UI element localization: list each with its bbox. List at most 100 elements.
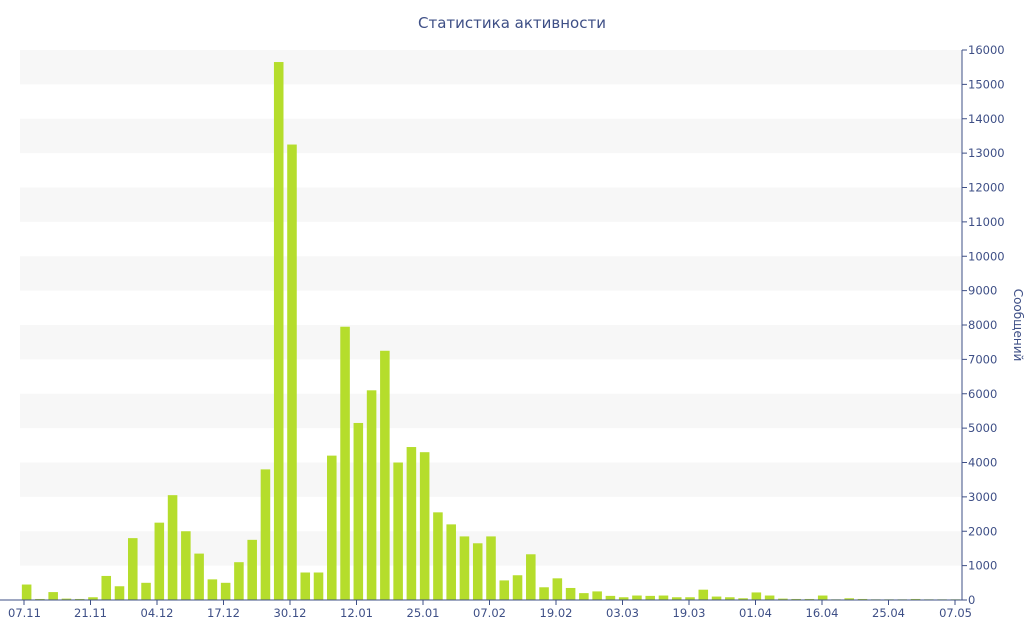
bar xyxy=(605,595,616,600)
bar xyxy=(459,536,470,600)
bar xyxy=(273,62,284,600)
x-tick-label: 07.02 xyxy=(473,606,506,620)
bar xyxy=(61,598,72,600)
grid-band xyxy=(20,187,962,222)
bar xyxy=(234,562,244,600)
x-tick-label: 12.01 xyxy=(340,606,373,620)
bar xyxy=(804,598,815,600)
bar xyxy=(486,536,496,600)
x-tick-label: 16.04 xyxy=(806,606,839,620)
bar xyxy=(88,597,98,600)
y-tick-label: 6000 xyxy=(968,387,997,401)
x-tick-label: 21.11 xyxy=(74,606,107,620)
y-tick-label: 9000 xyxy=(968,284,997,298)
grid-band xyxy=(20,325,962,360)
x-tick-label: 03.03 xyxy=(606,606,639,620)
bar xyxy=(300,572,311,600)
bar xyxy=(247,539,257,600)
bar xyxy=(725,597,735,600)
grid-band xyxy=(20,393,962,429)
y-tick-label: 13000 xyxy=(968,146,1005,160)
grid-band xyxy=(20,118,962,154)
y-tick-label: 2000 xyxy=(968,524,997,538)
bar xyxy=(579,593,589,600)
bar xyxy=(167,495,178,600)
bar xyxy=(446,524,456,600)
x-tick-label: 25.04 xyxy=(872,606,905,620)
bar xyxy=(101,575,112,600)
bar xyxy=(207,579,218,600)
bar xyxy=(565,587,576,600)
bar xyxy=(353,422,364,600)
y-tick-label: 15000 xyxy=(968,77,1005,91)
bar xyxy=(366,390,377,600)
bar xyxy=(910,598,921,600)
bar xyxy=(220,582,231,600)
bar xyxy=(35,598,45,600)
grid-band xyxy=(20,256,962,291)
bar xyxy=(74,598,85,600)
bar xyxy=(260,469,271,600)
y-tick-label: 5000 xyxy=(968,421,997,435)
bar xyxy=(791,598,801,600)
bar xyxy=(526,554,536,600)
y-tick-label: 12000 xyxy=(968,181,1005,195)
bar xyxy=(698,589,709,600)
y-tick-label: 7000 xyxy=(968,352,997,366)
x-tick-label: 25.01 xyxy=(407,606,440,620)
x-axis-ticks: 07.11 21.11 04.12 17.12 30.12 12.01 25.01 07.02… xyxy=(8,600,972,620)
bar xyxy=(114,586,125,600)
bar xyxy=(287,144,297,600)
bar xyxy=(21,584,32,600)
bar xyxy=(618,597,629,600)
bar xyxy=(141,582,151,600)
bar xyxy=(778,598,788,600)
bar xyxy=(738,598,748,600)
y-tick-label: 11000 xyxy=(968,215,1005,229)
grid-band xyxy=(20,50,962,85)
grid-bands xyxy=(20,50,962,566)
y-axis-ticks: 0 1000 2000 3000 4000 5000 6000 7000 8000 9000 100… xyxy=(962,43,1005,607)
x-tick-label: 07.05 xyxy=(939,606,972,620)
bar xyxy=(685,597,695,600)
y-tick-label: 1000 xyxy=(968,559,997,573)
bar xyxy=(419,452,430,600)
bar xyxy=(327,455,337,600)
bar xyxy=(313,572,324,600)
bar xyxy=(340,326,350,600)
bar xyxy=(632,595,642,600)
bar xyxy=(433,512,443,600)
bar xyxy=(751,592,762,600)
x-tick-label: 19.03 xyxy=(673,606,706,620)
y-tick-label: 4000 xyxy=(968,456,997,470)
bar xyxy=(645,595,655,600)
bar xyxy=(711,596,722,600)
y-tick-label: 10000 xyxy=(968,249,1005,263)
y-tick-label: 0 xyxy=(968,593,975,607)
bar xyxy=(181,531,191,600)
y-axis-label: Сообщений xyxy=(1011,289,1024,362)
bar xyxy=(844,598,855,600)
bar xyxy=(499,580,510,600)
grid-band xyxy=(20,462,962,497)
chart-title: Статистика активности xyxy=(418,14,606,32)
bar xyxy=(393,462,403,600)
x-tick-label: 07.11 xyxy=(8,606,41,620)
bar xyxy=(48,592,58,600)
x-tick-label: 01.04 xyxy=(739,606,772,620)
bar xyxy=(406,447,417,600)
bar xyxy=(539,587,549,600)
y-tick-label: 14000 xyxy=(968,112,1005,126)
bar xyxy=(127,538,138,600)
bar xyxy=(380,350,390,600)
y-tick-label: 3000 xyxy=(968,490,997,504)
bar xyxy=(592,591,602,600)
bar xyxy=(472,543,483,600)
y-tick-label: 8000 xyxy=(968,318,997,332)
bar xyxy=(658,595,669,600)
x-tick-label: 17.12 xyxy=(207,606,240,620)
x-tick-label: 30.12 xyxy=(274,606,307,620)
bar xyxy=(764,595,775,600)
y-tick-label: 16000 xyxy=(968,43,1005,57)
